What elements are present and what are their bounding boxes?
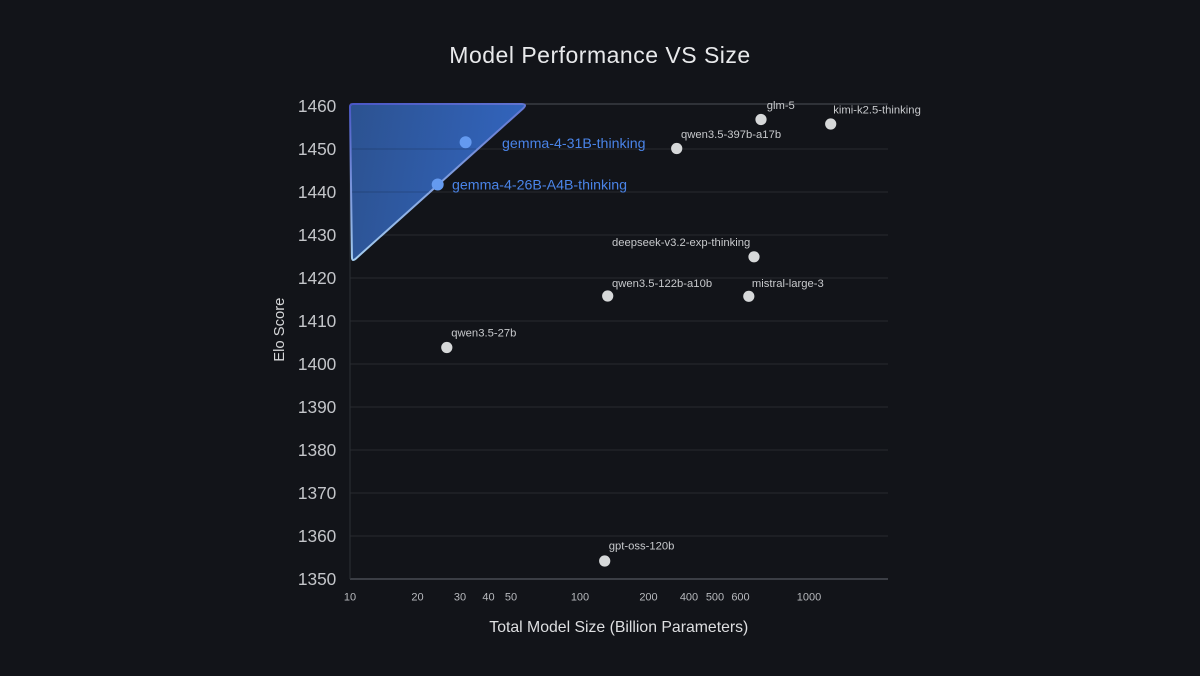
svg-text:1440: 1440 [298,182,336,202]
svg-text:qwen3.5-27b: qwen3.5-27b [451,328,516,340]
svg-text:40: 40 [482,592,494,604]
svg-text:deepseek-v3.2-exp-thinking: deepseek-v3.2-exp-thinking [612,237,750,249]
svg-text:200: 200 [639,592,657,604]
svg-text:1420: 1420 [298,268,336,288]
svg-text:1390: 1390 [298,397,336,417]
svg-text:kimi-k2.5-thinking: kimi-k2.5-thinking [833,105,921,117]
svg-text:100: 100 [571,592,589,604]
svg-text:400: 400 [680,592,698,604]
svg-text:1430: 1430 [298,225,336,245]
svg-text:10: 10 [344,592,356,604]
svg-text:mistral-large-3: mistral-large-3 [752,278,824,290]
svg-text:1350: 1350 [298,569,336,589]
svg-text:1360: 1360 [298,526,336,546]
svg-text:Total Model Size (Billion Para: Total Model Size (Billion Parameters) [489,619,748,636]
svg-text:Model Performance VS Size: Model Performance VS Size [449,42,750,68]
svg-text:1370: 1370 [298,483,336,503]
svg-text:1410: 1410 [298,311,336,331]
svg-text:qwen3.5-397b-a17b: qwen3.5-397b-a17b [681,129,781,141]
svg-text:gpt-oss-120b: gpt-oss-120b [609,541,675,553]
svg-text:1000: 1000 [797,592,821,604]
svg-text:1450: 1450 [298,139,336,159]
svg-text:1400: 1400 [298,354,336,374]
svg-text:1380: 1380 [298,440,336,460]
svg-text:30: 30 [454,592,466,604]
svg-text:Elo Score: Elo Score [272,298,288,362]
svg-text:500: 500 [706,592,724,604]
svg-text:50: 50 [505,592,517,604]
svg-text:gemma-4-31B-thinking: gemma-4-31B-thinking [502,136,646,152]
svg-text:600: 600 [731,592,749,604]
svg-text:qwen3.5-122b-a10b: qwen3.5-122b-a10b [612,278,712,290]
svg-text:gemma-4-26B-A4B-thinking: gemma-4-26B-A4B-thinking [452,178,627,194]
svg-text:1460: 1460 [298,96,336,116]
svg-text:glm-5: glm-5 [767,100,795,112]
svg-text:20: 20 [411,592,423,604]
